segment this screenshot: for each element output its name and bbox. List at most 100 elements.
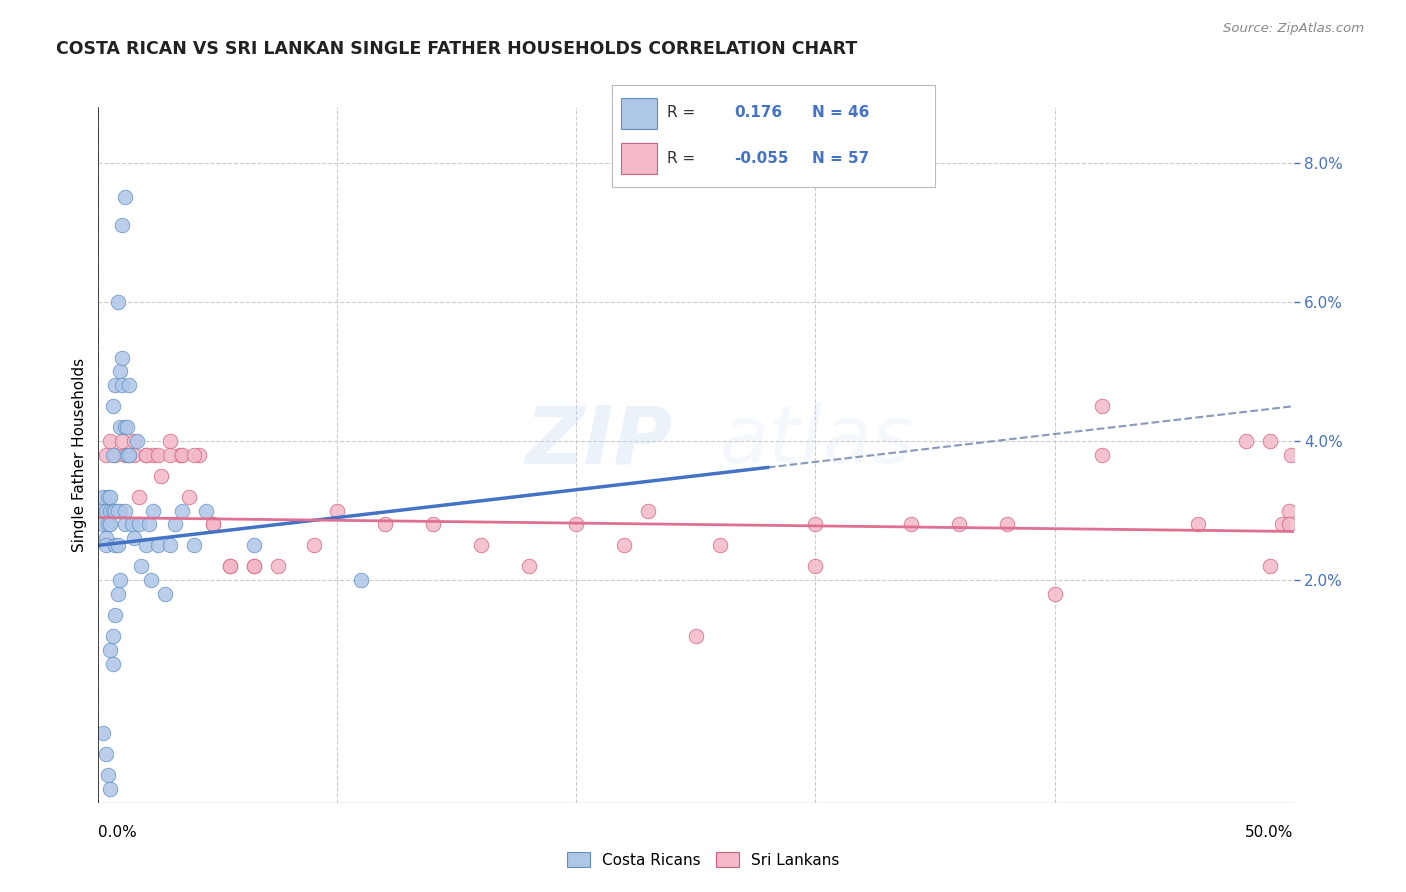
Point — [114, 420, 136, 434]
Point — [98, 490, 122, 504]
Point — [104, 378, 127, 392]
Point — [172, 448, 194, 462]
Point — [470, 538, 492, 552]
Text: atlas: atlas — [720, 402, 915, 480]
Point — [98, 642, 122, 657]
Point — [1278, 503, 1301, 517]
Point — [91, 490, 114, 504]
Point — [101, 629, 124, 643]
Point — [104, 503, 127, 517]
Point — [148, 538, 170, 552]
Point — [94, 532, 117, 546]
Point — [138, 517, 160, 532]
Point — [115, 448, 138, 462]
Point — [194, 503, 218, 517]
Point — [135, 538, 157, 552]
Point — [900, 517, 922, 532]
Point — [101, 399, 124, 413]
Point — [115, 420, 138, 434]
Point — [374, 517, 396, 532]
FancyBboxPatch shape — [621, 98, 657, 128]
Point — [202, 517, 225, 532]
Point — [169, 448, 191, 462]
Point — [1258, 434, 1281, 448]
Point — [91, 726, 114, 740]
Point — [172, 503, 194, 517]
Point — [187, 448, 209, 462]
Point — [98, 503, 122, 517]
Text: ZIP: ZIP — [524, 402, 672, 480]
Text: 0.176: 0.176 — [734, 105, 783, 120]
Point — [94, 538, 117, 552]
Text: N = 57: N = 57 — [813, 151, 869, 166]
Text: R =: R = — [666, 151, 695, 166]
Point — [948, 517, 970, 532]
Point — [1234, 434, 1257, 448]
Point — [804, 559, 827, 574]
Point — [114, 448, 136, 462]
Point — [107, 294, 129, 309]
Point — [114, 503, 136, 517]
Point — [142, 448, 165, 462]
Text: 50.0%: 50.0% — [1246, 825, 1294, 840]
Point — [124, 448, 146, 462]
Point — [302, 538, 325, 552]
Point — [243, 559, 266, 574]
Point — [350, 573, 373, 587]
Point — [422, 517, 444, 532]
Point — [148, 448, 170, 462]
Point — [804, 517, 827, 532]
Point — [1258, 559, 1281, 574]
Point — [159, 434, 181, 448]
Point — [219, 559, 242, 574]
Point — [101, 448, 124, 462]
Point — [118, 448, 141, 462]
Point — [243, 559, 266, 574]
Point — [183, 448, 205, 462]
Point — [107, 587, 129, 601]
Point — [94, 503, 117, 517]
Point — [159, 538, 181, 552]
Point — [128, 490, 150, 504]
Point — [98, 434, 122, 448]
Point — [107, 538, 129, 552]
Point — [108, 420, 131, 434]
Point — [131, 559, 153, 574]
Point — [243, 538, 266, 552]
Point — [159, 448, 181, 462]
Y-axis label: Single Father Households: Single Father Households — [72, 358, 87, 552]
Point — [111, 434, 134, 448]
Point — [98, 781, 122, 796]
Point — [1278, 517, 1301, 532]
Point — [97, 768, 120, 782]
Point — [104, 448, 127, 462]
Point — [1271, 517, 1294, 532]
Point — [108, 364, 131, 378]
Point — [155, 587, 177, 601]
Point — [1043, 587, 1066, 601]
Point — [149, 468, 172, 483]
Point — [637, 503, 659, 517]
Point — [101, 503, 124, 517]
Point — [94, 747, 117, 761]
Point — [163, 517, 186, 532]
Point — [202, 517, 225, 532]
Point — [125, 434, 148, 448]
Point — [91, 517, 114, 532]
Point — [135, 448, 157, 462]
Point — [1091, 448, 1114, 462]
Text: 0.0%: 0.0% — [98, 825, 138, 840]
Text: COSTA RICAN VS SRI LANKAN SINGLE FATHER HOUSEHOLDS CORRELATION CHART: COSTA RICAN VS SRI LANKAN SINGLE FATHER … — [56, 40, 858, 58]
Point — [107, 503, 129, 517]
Point — [995, 517, 1018, 532]
Text: R =: R = — [666, 105, 695, 120]
Point — [183, 538, 205, 552]
Point — [1091, 399, 1114, 413]
Point — [709, 538, 731, 552]
Point — [114, 190, 136, 204]
Text: Source: ZipAtlas.com: Source: ZipAtlas.com — [1223, 22, 1364, 36]
Point — [142, 503, 165, 517]
Point — [179, 490, 201, 504]
Point — [128, 517, 150, 532]
Point — [97, 517, 120, 532]
